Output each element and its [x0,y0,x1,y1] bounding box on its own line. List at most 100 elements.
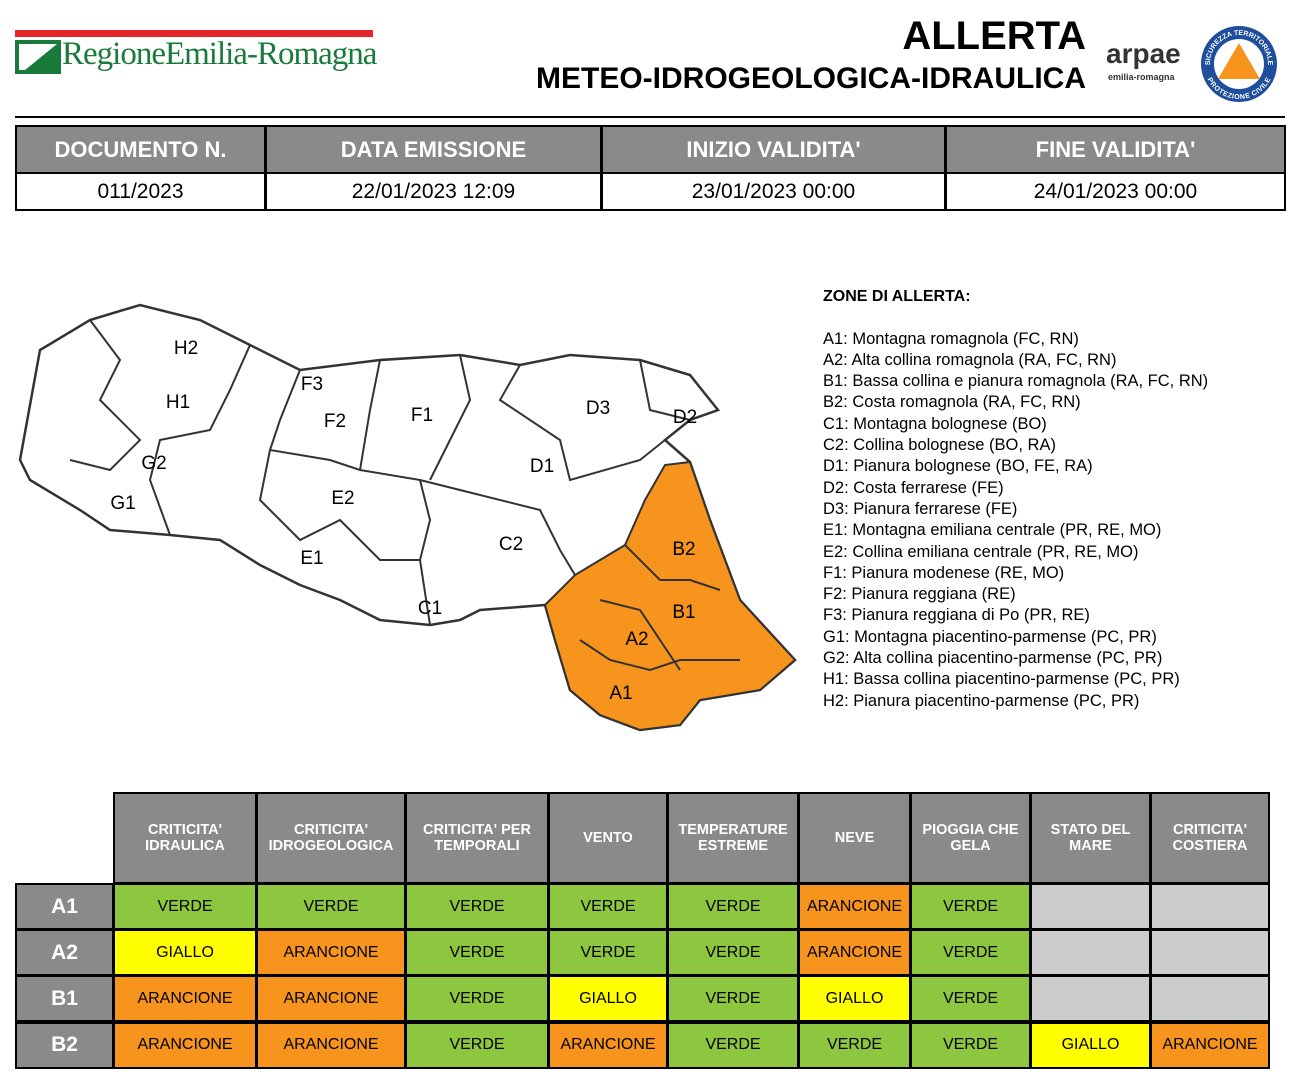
zone-label: F2 [324,411,346,432]
legend-item: D2: Costa ferrarese (FE) [823,478,1004,497]
legend-title: ZONE DI ALLERTA: [823,288,971,305]
alert-header: PIOGGIA CHE GELA [910,792,1031,884]
doc-header: DATA EMISSIONE [265,125,602,174]
legend-item: G1: Montagna piacentino-parmense (PC, PR… [823,627,1157,646]
alert-level: VERDE [405,883,549,930]
legend-item: H1: Bassa collina piacentino-parmense (P… [823,670,1180,689]
zone-label: D2 [673,407,697,428]
alert-level: VERDE [113,883,257,930]
legend-item: H2: Pianura piacentino-parmense (PC, PR) [823,691,1140,710]
zone-label: E1 [300,548,323,569]
alert-header: NEVE [798,792,911,884]
alert-level: ARANCIONE [256,929,406,977]
alert-level: VERDE [405,975,549,1023]
alert-level [1030,929,1151,977]
alert-header: CRITICITA' PER TEMPORALI [405,792,549,884]
zone-cell: B2 [15,1021,114,1069]
alert-level [1030,883,1151,930]
alert-header: VENTO [548,792,668,884]
legend-item: G2: Alta collina piacentino-parmense (PC… [823,649,1163,667]
alert-header: CRITICITA' COSTIERA [1150,792,1270,884]
arpae-logo: arpae [1106,38,1181,69]
zone-label: G2 [141,453,166,474]
alert-level: GIALLO [548,975,668,1023]
alert-level: GIALLO [1030,1021,1151,1069]
zone-label: D1 [530,456,554,477]
zone-label: H2 [174,338,198,359]
legend-item: E2: Collina emiliana centrale (PR, RE, M… [823,542,1139,561]
header-rule [15,116,1285,118]
legend-item: B1: Bassa collina e pianura romagnola (R… [823,372,1209,391]
logo-text: RegioneEmilia-Romagna [62,36,377,72]
alert-level: VERDE [667,883,799,930]
doc-value: 23/01/2023 00:00 [601,172,946,211]
alert-level: ARANCIONE [798,883,911,930]
zone-label: C1 [418,598,442,619]
legend-item: A1: Montagna romagnola (FC, RN) [823,329,1079,348]
subtitle: METEO-IDROGEOLOGICA-IDRAULICA [536,62,1086,95]
alert-level: GIALLO [798,975,911,1023]
zone-cell: B1 [15,975,114,1023]
doc-header: DOCUMENTO N. [15,125,266,174]
alert-header: CRITICITA' IDROGEOLOGICA [256,792,406,884]
zone-label: D3 [586,398,610,419]
zone-label: F3 [301,374,323,395]
alert-level: VERDE [256,883,406,930]
alert-level [1150,929,1270,977]
zone-label: A1 [609,683,632,704]
alert-level: VERDE [910,975,1031,1023]
alert-level: VERDE [667,929,799,977]
alert-level: ARANCIONE [798,929,911,977]
alert-level: VERDE [405,1021,549,1069]
legend-item: A2: Alta collina romagnola (RA, FC, RN) [823,350,1117,369]
alert-level: VERDE [667,1021,799,1069]
zone-label: B2 [672,539,695,560]
pc-logo: SICUREZZA TERRITORIALE PROTEZIONE CIVILE [1201,26,1277,102]
doc-header: FINE VALIDITA' [945,125,1286,174]
alert-level [1150,975,1270,1023]
zone-label: G1 [110,493,135,514]
doc-value: 011/2023 [15,172,266,211]
alert-level: ARANCIONE [256,1021,406,1069]
alert-level: GIALLO [113,929,257,977]
alert-header: CRITICITA' IDRAULICA [113,792,257,884]
zone-label: F1 [411,405,433,426]
zone-label: C2 [499,534,523,555]
legend-item: E1: Montagna emiliana centrale (PR, RE, … [823,521,1162,540]
alert-level: ARANCIONE [1150,1021,1270,1069]
alert-level: ARANCIONE [256,975,406,1023]
alert-level: VERDE [405,929,549,977]
logo-flag [15,40,61,74]
alert-header: STATO DEL MARE [1030,792,1151,884]
legend-item: C2: Collina bolognese (BO, RA) [823,436,1056,454]
zone-cell: A1 [15,883,114,930]
zone-label: A2 [625,629,648,650]
alert-level: VERDE [910,1021,1031,1069]
legend-item: D1: Pianura bolognese (BO, FE, RA) [823,457,1093,476]
alert-level: VERDE [548,883,668,930]
doc-value: 24/01/2023 00:00 [945,172,1286,211]
alert-level: VERDE [548,929,668,977]
alert-level: ARANCIONE [113,975,257,1023]
zone-label: E2 [331,488,354,509]
zone-label: B1 [672,602,695,623]
title: ALLERTA [902,14,1086,58]
alert-level: ARANCIONE [548,1021,668,1069]
logo-bar [15,30,373,37]
doc-header: INIZIO VALIDITA' [601,125,946,174]
alert-level: VERDE [910,929,1031,977]
legend-item: F2: Pianura reggiana (RE) [823,585,1016,604]
alert-level: VERDE [798,1021,911,1069]
zone-label: H1 [166,392,190,413]
alert-level [1150,883,1270,930]
doc-value: 22/01/2023 12:09 [265,172,602,211]
alert-level [1030,975,1151,1023]
alert-level: ARANCIONE [113,1021,257,1069]
alert-level: VERDE [667,975,799,1023]
alert-level: VERDE [910,883,1031,930]
legend-item: F3: Pianura reggiana di Po (PR, RE) [823,606,1090,625]
arpae-sub: emilia-romagna [1108,72,1175,82]
legend-item: C1: Montagna bolognese (BO) [823,414,1047,433]
